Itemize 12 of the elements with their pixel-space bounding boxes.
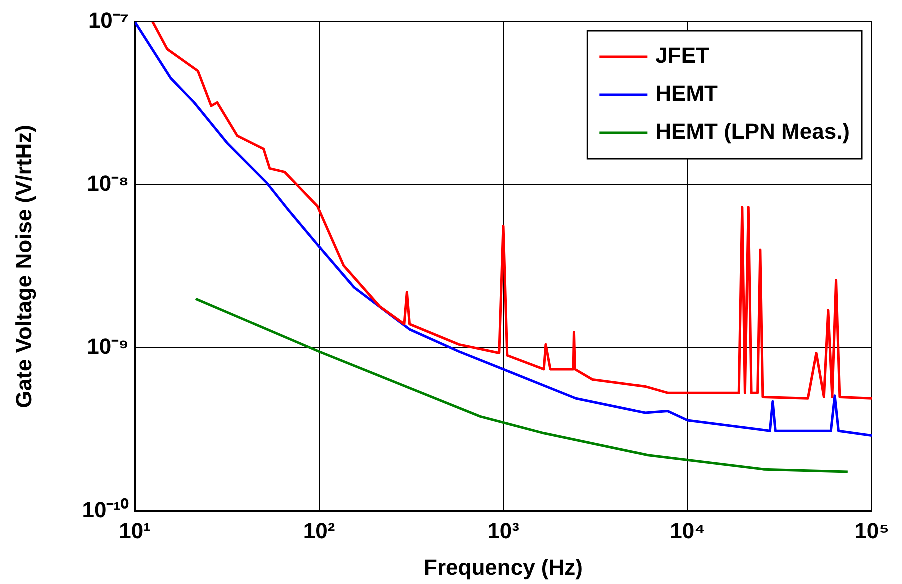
y-axis-title: Gate Voltage Noise (V/rtHz) — [11, 125, 36, 408]
x-tick-label: 10³ — [488, 518, 520, 544]
legend-label: HEMT — [656, 81, 719, 106]
legend-label: HEMT (LPN Meas.) — [656, 119, 850, 144]
y-tick-label: 10⁻⁸ — [87, 171, 129, 196]
y-tick-label: 10⁻⁷ — [88, 8, 129, 34]
legend-label: JFET — [656, 43, 710, 68]
x-axis-title: Frequency (Hz) — [424, 554, 583, 580]
y-tick-label: 10⁻⁹ — [87, 334, 129, 360]
x-tick-label: 10⁵ — [854, 518, 890, 544]
x-tick-label: 10² — [303, 518, 336, 544]
x-tick-label: 10⁴ — [670, 518, 706, 544]
